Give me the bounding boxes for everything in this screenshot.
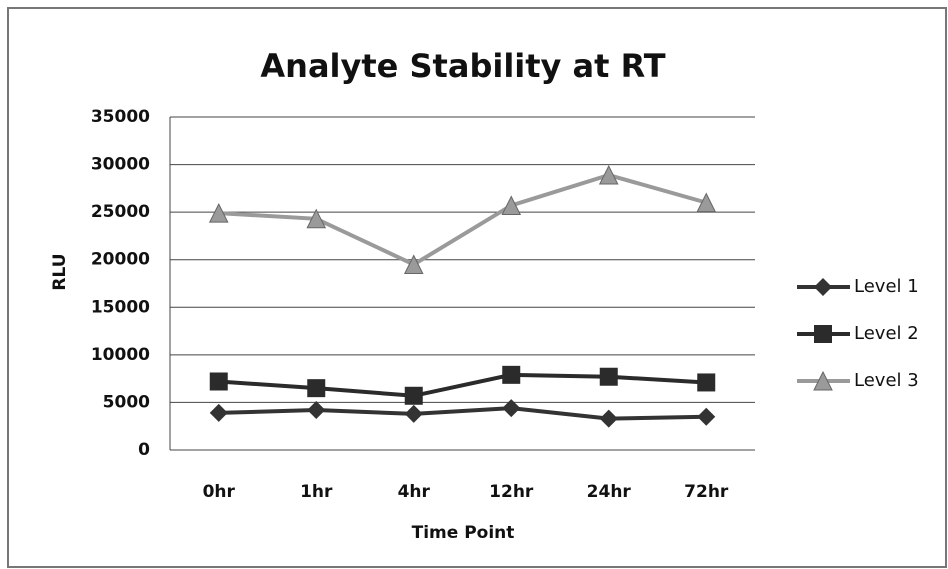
marker	[813, 370, 833, 391]
y-tick-label: 25000	[91, 202, 150, 222]
marker	[307, 379, 326, 398]
legend-label: Level 2	[854, 323, 919, 344]
x-tick-label: 24hr	[587, 482, 632, 502]
y-tick-label: 10000	[91, 345, 150, 365]
chart-frame	[7, 7, 947, 568]
marker	[697, 407, 716, 426]
legend-label: Level 1	[854, 276, 919, 297]
x-tick-label: 12hr	[489, 482, 534, 502]
marker	[598, 164, 619, 185]
y-tick-label: 20000	[91, 250, 150, 270]
x-axis-label: Time Point	[412, 523, 515, 543]
x-tick-label: 4hr	[398, 482, 431, 502]
marker	[697, 373, 716, 392]
y-tick-label: 35000	[91, 107, 150, 127]
y-axis-label: RLU	[50, 253, 70, 290]
series-line	[218, 172, 707, 267]
x-tick-label: 0hr	[203, 482, 236, 502]
marker	[404, 386, 423, 405]
marker	[209, 372, 228, 391]
series-line	[218, 406, 707, 421]
legend-label: Level 3	[854, 370, 919, 391]
marker	[306, 208, 327, 229]
y-tick-label: 30000	[91, 155, 150, 175]
y-tick-label: 5000	[103, 392, 150, 412]
x-tick-label: 1hr	[300, 482, 333, 502]
x-tick-label: 72hr	[684, 482, 729, 502]
series-line	[218, 372, 707, 398]
marker	[502, 399, 521, 418]
y-tick-label: 0	[138, 440, 150, 460]
marker	[209, 403, 228, 422]
marker	[307, 401, 326, 420]
marker	[814, 278, 832, 296]
marker	[404, 404, 423, 423]
marker	[403, 254, 424, 274]
marker	[599, 409, 618, 428]
marker	[696, 192, 717, 213]
marker	[208, 202, 229, 223]
chart-title: Analyte Stability at RT	[260, 47, 665, 85]
marker	[599, 367, 618, 386]
marker	[501, 195, 522, 215]
marker	[502, 365, 521, 384]
marker	[814, 325, 832, 343]
y-tick-label: 15000	[91, 297, 150, 317]
